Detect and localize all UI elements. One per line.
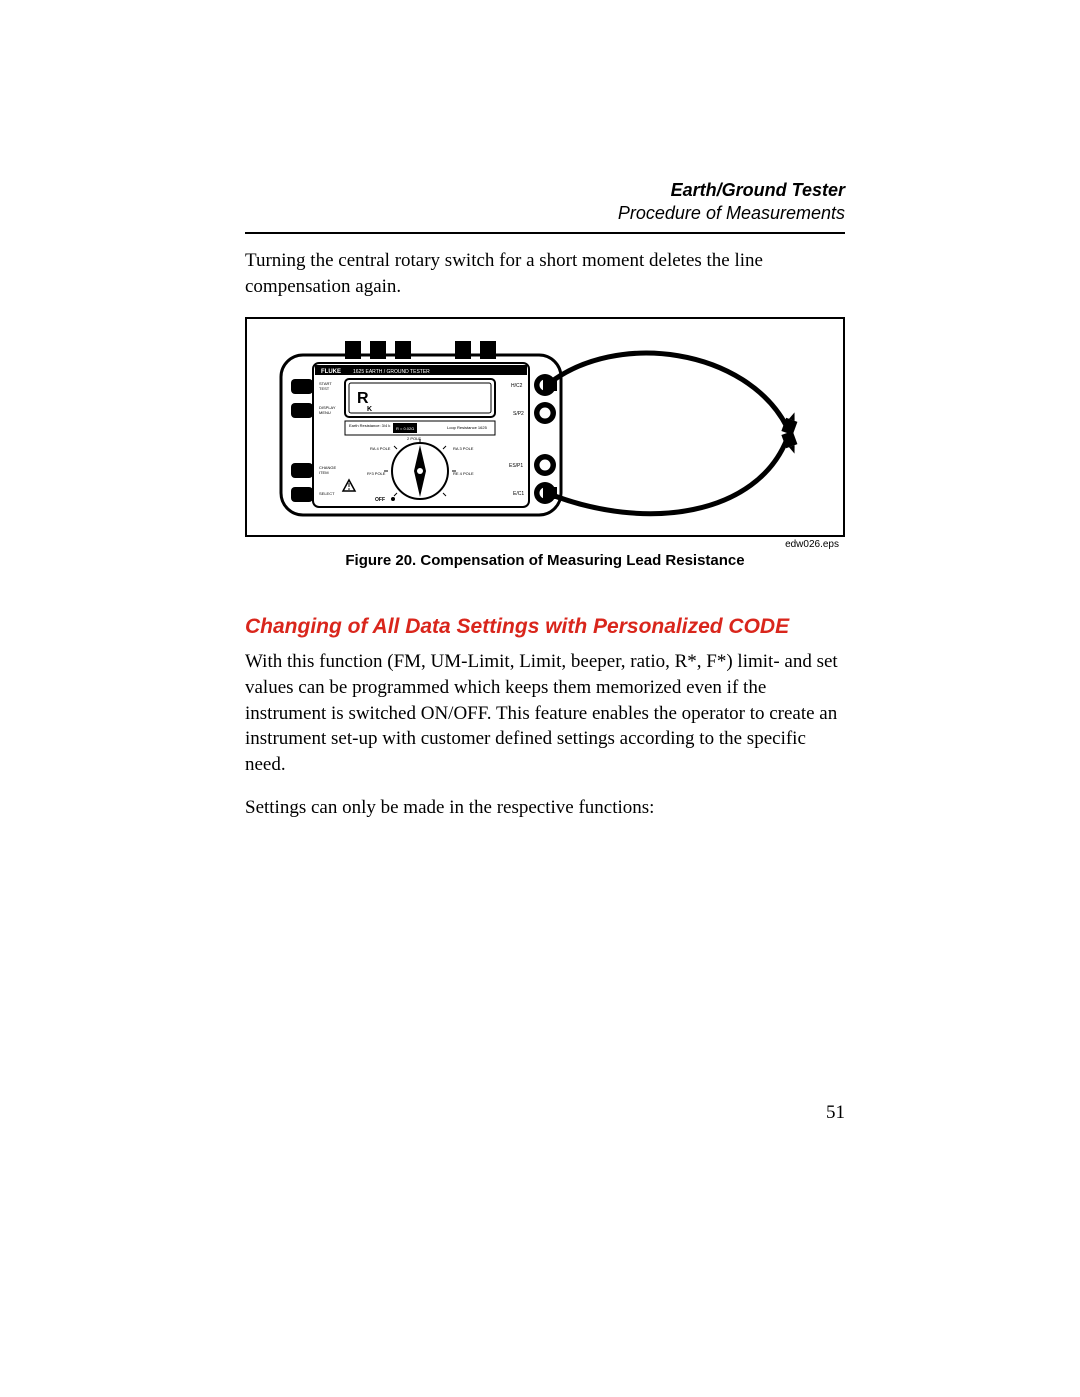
figure-caption: Figure 20. Compensation of Measuring Lea…	[245, 552, 845, 569]
section-body-2: Settings can only be made in the respect…	[245, 795, 845, 821]
header-rule	[245, 232, 845, 234]
eps-label: edw026.eps	[245, 539, 845, 550]
page-number: 51	[826, 1102, 845, 1124]
intro-paragraph: Turning the central rotary switch for a …	[245, 248, 845, 299]
section-heading: Changing of All Data Settings with Perso…	[245, 615, 845, 639]
header-subtitle: Procedure of Measurements	[245, 203, 845, 224]
lead-wires	[247, 319, 843, 535]
section-body-1: With this function (FM, UM-Limit, Limit,…	[245, 649, 845, 777]
figure-box: FLUKE 1625 EARTH / GROUND TESTER R K Ear…	[245, 317, 845, 537]
header-title: Earth/Ground Tester	[245, 180, 845, 201]
